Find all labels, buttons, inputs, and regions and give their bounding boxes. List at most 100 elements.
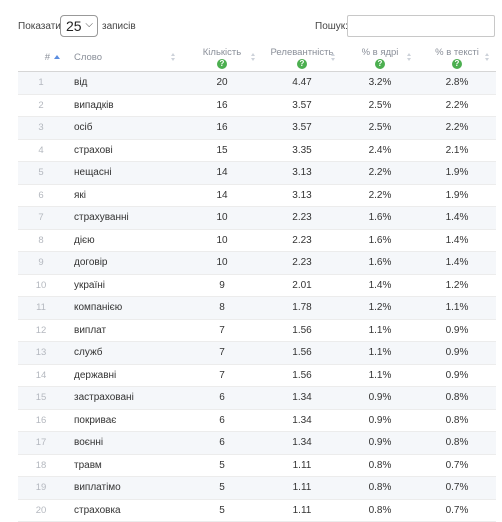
table-row: 20 страховка 5 1.11 0.8% 0.7% — [18, 499, 496, 522]
pct-core-cell: 2.4% — [342, 139, 418, 162]
pct-core-cell: 0.9% — [342, 386, 418, 410]
qty-cell: 10 — [182, 229, 262, 252]
word-cell: нещасні — [64, 161, 182, 185]
table-row: 7 страхуванні 10 2.23 1.6% 1.4% — [18, 206, 496, 230]
pct-text-cell: 0.9% — [418, 319, 496, 342]
relevance-cell: 1.78 — [262, 296, 342, 320]
qty-cell: 5 — [182, 499, 262, 522]
row-number: 17 — [18, 431, 64, 455]
help-icon[interactable]: ? — [375, 58, 385, 69]
pct-text-cell: 0.8% — [418, 409, 496, 432]
pct-core-cell: 1.1% — [342, 364, 418, 387]
page-length-value: 25 — [66, 18, 82, 34]
header-num[interactable]: # — [18, 44, 64, 72]
relevance-cell: 1.56 — [262, 319, 342, 342]
relevance-cell: 3.13 — [262, 184, 342, 207]
word-cell: дією — [64, 229, 182, 252]
table-row: 3 осіб 16 3.57 2.5% 2.2% — [18, 116, 496, 140]
word-table: # Слово Кількість ? Релевантність ? — [18, 44, 496, 522]
word-cell: виплат — [64, 319, 182, 342]
header-relevance[interactable]: Релевантність ? — [262, 44, 342, 72]
row-number: 11 — [18, 296, 64, 320]
help-icon[interactable]: ? — [452, 58, 462, 69]
word-cell: застраховані — [64, 386, 182, 410]
table-header-row: # Слово Кількість ? Релевантність ? — [18, 44, 496, 72]
relevance-cell: 3.57 — [262, 94, 342, 117]
relevance-cell: 3.35 — [262, 139, 342, 162]
pct-text-cell: 1.4% — [418, 229, 496, 252]
pct-text-cell: 1.4% — [418, 206, 496, 230]
search-input[interactable] — [347, 15, 495, 37]
table-row: 19 виплатімо 5 1.11 0.8% 0.7% — [18, 476, 496, 500]
header-word[interactable]: Слово — [64, 44, 182, 72]
header-pct-core[interactable]: % в ядрі ? — [342, 44, 418, 72]
row-number: 9 — [18, 251, 64, 275]
row-number: 20 — [18, 499, 64, 522]
row-number: 10 — [18, 274, 64, 297]
word-cell: страхові — [64, 139, 182, 162]
pct-core-cell: 0.8% — [342, 454, 418, 477]
word-cell: страхуванні — [64, 206, 182, 230]
word-cell: служб — [64, 341, 182, 365]
row-number: 3 — [18, 116, 64, 140]
table-row: 1 від 20 4.47 3.2% 2.8% — [18, 71, 496, 95]
qty-cell: 9 — [182, 274, 262, 297]
page-length-select[interactable]: 25 ⌵ — [60, 15, 98, 37]
table-row: 18 травм 5 1.11 0.8% 0.7% — [18, 454, 496, 477]
pct-core-cell: 2.5% — [342, 116, 418, 140]
word-cell: державні — [64, 364, 182, 387]
qty-cell: 7 — [182, 364, 262, 387]
table-row: 2 випадків 16 3.57 2.5% 2.2% — [18, 94, 496, 117]
word-cell: договір — [64, 251, 182, 275]
relevance-cell: 1.11 — [262, 454, 342, 477]
table-row: 11 компанією 8 1.78 1.2% 1.1% — [18, 296, 496, 320]
pct-text-cell: 1.4% — [418, 251, 496, 275]
relevance-cell: 1.11 — [262, 499, 342, 522]
qty-cell: 6 — [182, 409, 262, 432]
row-number: 6 — [18, 184, 64, 207]
word-cell: україні — [64, 274, 182, 297]
sort-icon — [485, 53, 490, 62]
sort-ascending-icon — [54, 55, 60, 59]
sort-icon — [171, 53, 176, 62]
row-number: 15 — [18, 386, 64, 410]
relevance-cell: 1.34 — [262, 409, 342, 432]
pct-text-cell: 0.9% — [418, 364, 496, 387]
qty-cell: 14 — [182, 161, 262, 185]
pct-text-cell: 2.2% — [418, 116, 496, 140]
pct-text-cell: 1.9% — [418, 184, 496, 207]
help-icon[interactable]: ? — [217, 58, 227, 69]
qty-cell: 7 — [182, 319, 262, 342]
row-number: 12 — [18, 319, 64, 342]
sort-icon — [407, 53, 412, 62]
relevance-cell: 2.23 — [262, 251, 342, 275]
word-cell: випадків — [64, 94, 182, 117]
pct-text-cell: 2.8% — [418, 71, 496, 95]
length-suffix: записів — [102, 21, 136, 32]
qty-cell: 20 — [182, 71, 262, 95]
pct-text-cell: 2.2% — [418, 94, 496, 117]
relevance-cell: 1.34 — [262, 431, 342, 455]
table-row: 5 нещасні 14 3.13 2.2% 1.9% — [18, 161, 496, 185]
pct-core-cell: 1.1% — [342, 341, 418, 365]
row-number: 16 — [18, 409, 64, 432]
sort-icon — [251, 53, 256, 62]
pct-core-cell: 3.2% — [342, 71, 418, 95]
table-row: 14 державні 7 1.56 1.1% 0.9% — [18, 364, 496, 387]
header-pct-text[interactable]: % в тексті ? — [418, 44, 496, 72]
table-row: 4 страхові 15 3.35 2.4% 2.1% — [18, 139, 496, 162]
pct-text-cell: 0.7% — [418, 454, 496, 477]
pct-core-cell: 0.9% — [342, 431, 418, 455]
pct-text-cell: 2.1% — [418, 139, 496, 162]
word-cell: які — [64, 184, 182, 207]
qty-cell: 6 — [182, 386, 262, 410]
pct-text-cell: 0.8% — [418, 386, 496, 410]
pct-text-cell: 1.1% — [418, 296, 496, 320]
pct-core-cell: 1.2% — [342, 296, 418, 320]
table-controls: Показати 25 ⌵ записів Пошук: — [18, 15, 498, 39]
pct-text-cell: 0.9% — [418, 341, 496, 365]
word-cell: страховка — [64, 499, 182, 522]
header-qty[interactable]: Кількість ? — [182, 44, 262, 72]
help-icon[interactable]: ? — [297, 58, 307, 69]
relevance-cell: 4.47 — [262, 71, 342, 95]
